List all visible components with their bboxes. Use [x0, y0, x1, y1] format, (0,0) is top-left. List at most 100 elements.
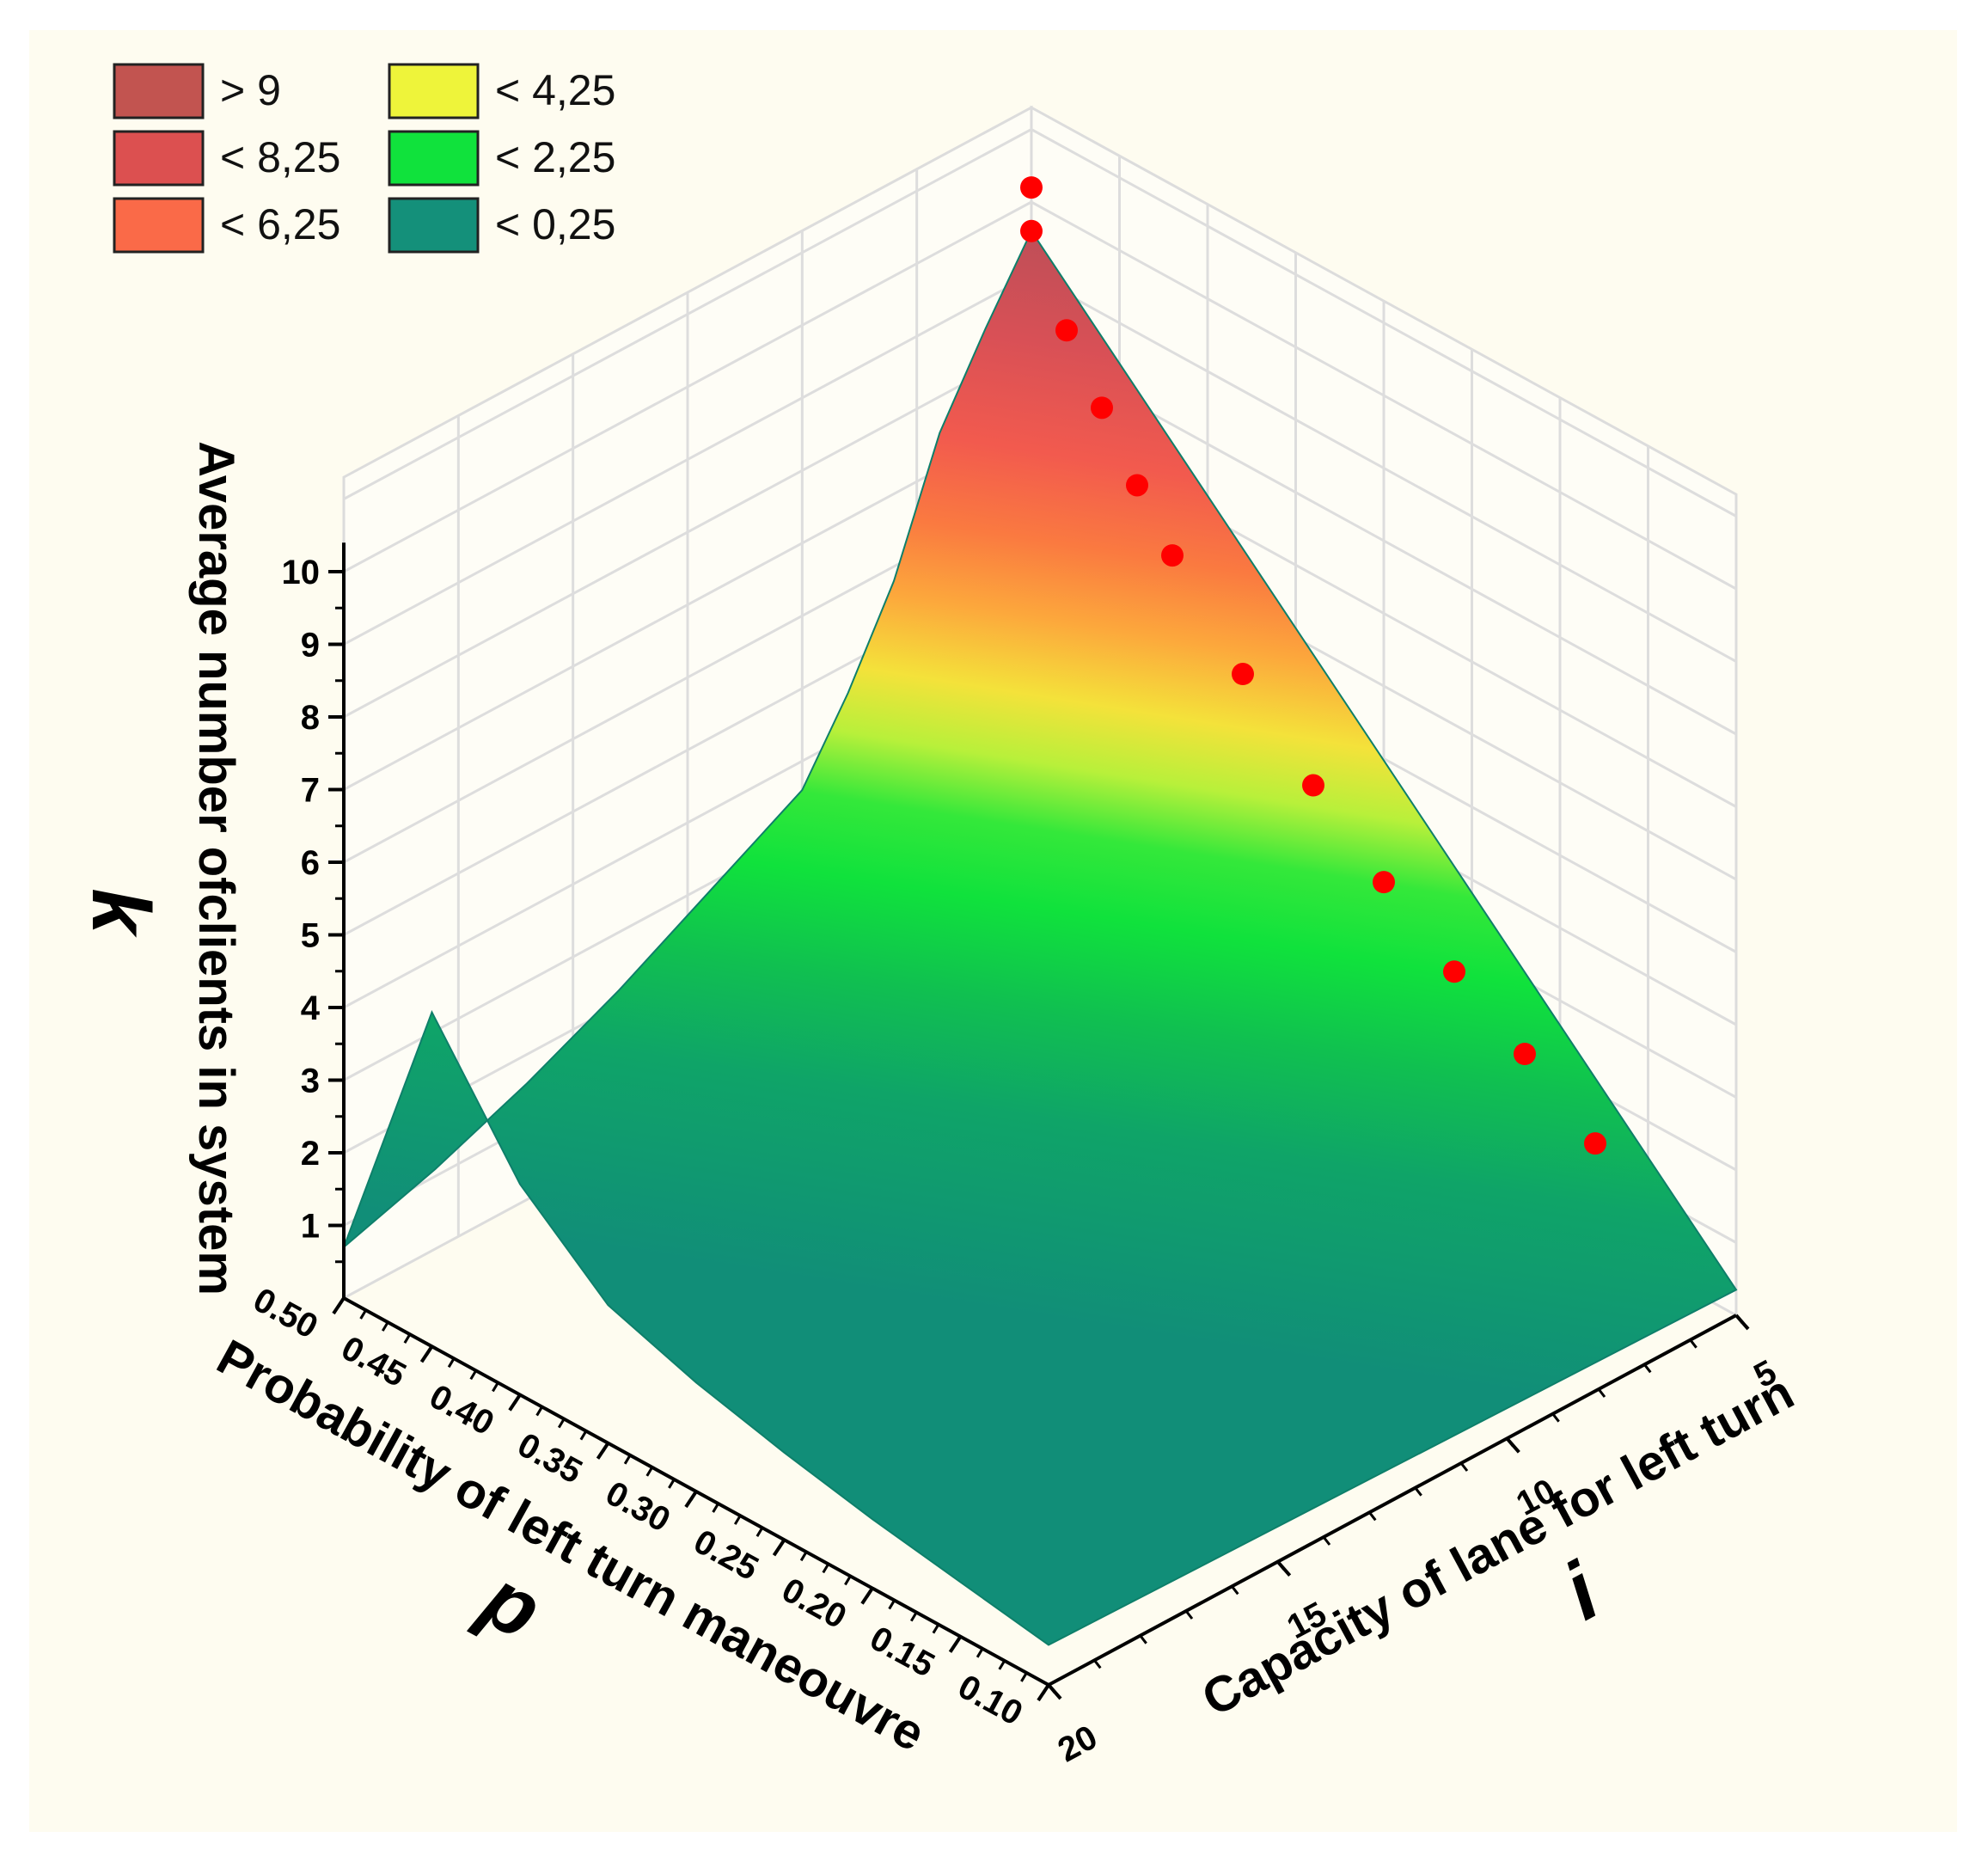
- i-minor-tick: [1139, 1634, 1147, 1645]
- i-minor-tick: [1231, 1585, 1239, 1596]
- legend-swatch: [388, 130, 480, 187]
- scatter-point: [1020, 176, 1043, 199]
- p-minor-tick: [381, 1321, 389, 1332]
- scatter-points: [1020, 176, 1606, 1155]
- i-minor-tick: [1093, 1659, 1102, 1669]
- scatter-point: [1584, 1132, 1606, 1155]
- p-minor-tick: [1020, 1672, 1028, 1682]
- scatter-point: [1514, 1043, 1536, 1065]
- p-tick-label: 0.40: [423, 1377, 499, 1442]
- scatter-point: [1161, 544, 1184, 567]
- z-tick-label: 7: [301, 772, 320, 810]
- z-tick-label: 10: [282, 554, 321, 591]
- scatter-point: [1373, 871, 1395, 894]
- p-tick-label: 0.30: [599, 1474, 676, 1540]
- p-minor-tick: [689, 1491, 698, 1501]
- p-minor-tick: [998, 1660, 1006, 1670]
- i-minor-tick: [1734, 1314, 1744, 1324]
- z-tick-label: 9: [301, 627, 320, 665]
- p-minor-tick: [492, 1381, 499, 1393]
- p-minor-tick: [976, 1648, 984, 1658]
- legend-swatch: [113, 130, 205, 187]
- p-tick-label: 0.15: [864, 1620, 940, 1685]
- legend-label: < 8,25: [220, 133, 340, 181]
- p-minor-tick: [535, 1406, 543, 1417]
- scatter-point: [1232, 663, 1254, 686]
- p-tick-label: 0.45: [335, 1329, 412, 1394]
- i-minor-tick: [1322, 1536, 1331, 1546]
- scatter-point: [1091, 396, 1113, 420]
- p-minor-tick: [579, 1430, 588, 1441]
- legend-swatch: [113, 197, 205, 254]
- i-minor-tick: [1184, 1610, 1194, 1620]
- i-minor-tick: [1414, 1486, 1422, 1497]
- p-minor-tick: [668, 1479, 676, 1489]
- z-tick-label: 4: [301, 989, 321, 1027]
- p-tick-label: 0.20: [775, 1571, 852, 1636]
- p-minor-tick: [822, 1563, 830, 1574]
- scatter-point: [1055, 319, 1078, 342]
- p-minor-tick: [557, 1418, 566, 1429]
- z-axis-symbol: k: [75, 888, 167, 938]
- i-minor-tick: [1047, 1684, 1056, 1694]
- z-tick-label: 3: [301, 1063, 320, 1100]
- p-minor-tick: [733, 1515, 742, 1525]
- p-minor-tick: [712, 1503, 719, 1513]
- i-minor-tick: [1506, 1437, 1514, 1448]
- p-minor-tick: [909, 1611, 918, 1622]
- legend-swatch: [388, 197, 480, 254]
- i-minor-tick: [1368, 1511, 1377, 1522]
- i-axis-symbol: i: [1549, 1545, 1614, 1638]
- legend-label: < 0,25: [495, 200, 615, 248]
- z-tick-label: 1: [301, 1208, 320, 1246]
- i-minor-tick: [1276, 1560, 1285, 1571]
- legend-label: < 2,25: [495, 133, 615, 181]
- p-tick-label: 0.35: [511, 1426, 588, 1491]
- scatter-point: [1020, 219, 1043, 242]
- z-tick-label: 6: [301, 844, 320, 882]
- p-minor-tick: [469, 1369, 478, 1381]
- i-minor-tick: [1689, 1338, 1697, 1349]
- legend: > 9 < 8,25 < 6,25 < 4,25 < 2,25 < 0,25: [113, 63, 615, 254]
- i-minor-tick: [1551, 1412, 1560, 1423]
- p-minor-tick: [844, 1575, 852, 1586]
- p-minor-tick: [425, 1345, 433, 1357]
- p-minor-tick: [866, 1587, 874, 1598]
- legend-label: < 6,25: [220, 200, 340, 248]
- p-minor-tick: [623, 1455, 632, 1465]
- z-tick-label: 8: [301, 699, 320, 737]
- legend-label: > 9: [220, 66, 281, 114]
- legend-swatch: [388, 63, 480, 119]
- p-minor-tick: [932, 1623, 940, 1634]
- p-minor-tick: [447, 1357, 456, 1369]
- p-minor-tick: [602, 1442, 609, 1453]
- legend-label: < 4,25: [495, 66, 615, 114]
- i-minor-tick: [1643, 1363, 1652, 1374]
- p-tick-label: 0.25: [688, 1522, 764, 1588]
- z-tick-label: 5: [301, 917, 320, 955]
- p-minor-tick: [799, 1551, 808, 1562]
- i-minor-tick: [1459, 1462, 1469, 1472]
- p-axis-symbol: p: [466, 1551, 557, 1657]
- p-tick-label: 0.10: [951, 1668, 1028, 1733]
- z-axis-title: Average number ofclients in system: [188, 441, 244, 1295]
- p-minor-tick: [359, 1309, 367, 1320]
- p-minor-tick: [954, 1635, 962, 1646]
- i-axis-line: [1048, 1314, 1737, 1687]
- p-minor-tick: [778, 1539, 786, 1550]
- p-minor-tick: [513, 1393, 522, 1405]
- p-minor-tick: [645, 1467, 654, 1477]
- legend-swatch: [113, 63, 205, 119]
- i-minor-tick: [1597, 1388, 1606, 1398]
- i-tick-label: 20: [1052, 1718, 1104, 1770]
- z-tick-label: 2: [301, 1135, 320, 1173]
- scatter-point: [1126, 474, 1148, 497]
- p-tick-label: 0.50: [247, 1281, 323, 1346]
- scatter-point: [1302, 774, 1324, 797]
- p-minor-tick: [337, 1297, 346, 1308]
- p-minor-tick: [403, 1333, 412, 1344]
- scatter-point: [1443, 960, 1465, 983]
- p-minor-tick: [755, 1527, 764, 1537]
- p-minor-tick: [888, 1599, 896, 1610]
